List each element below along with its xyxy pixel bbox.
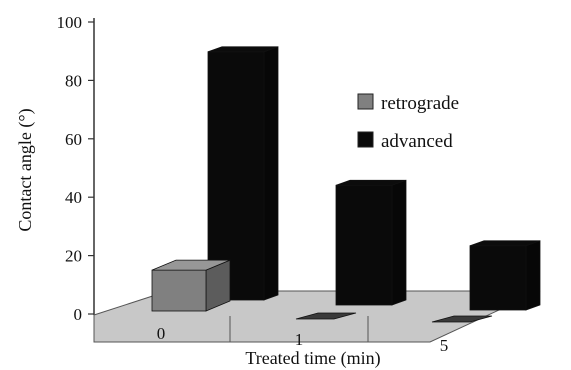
bar-advanced-0-top (207, 46, 279, 53)
legend-swatch-retrograde (357, 93, 374, 110)
y-axis-title: Contact angle (°) (15, 108, 36, 231)
legend-label-retrograde: retrograde (381, 93, 459, 114)
x-tick-group: 0 1 5 (157, 324, 449, 355)
legend: retrograde advanced (357, 93, 459, 152)
y-tick-label: 0 (74, 305, 83, 324)
x-tick-label: 5 (440, 336, 449, 355)
bar-retrograde-5-flat (431, 315, 493, 323)
bar-retrograde-0-front (151, 269, 207, 312)
bar-retrograde-5 (431, 315, 493, 323)
bar-advanced-5 (469, 240, 541, 311)
y-tick-label: 100 (57, 13, 83, 32)
bar-advanced-1-front (335, 184, 393, 306)
bar-advanced-5-top (469, 240, 541, 247)
y-tick-label: 20 (65, 247, 82, 266)
y-tick-label: 60 (65, 130, 82, 149)
bar-retrograde-0-top (151, 259, 231, 271)
bar-advanced-0 (207, 46, 279, 301)
y-tick-label: 80 (65, 71, 82, 90)
bar-advanced-1-side (391, 179, 407, 306)
legend-swatch-advanced (357, 131, 374, 148)
bar-advanced-1 (335, 179, 407, 306)
bar-advanced-0-front (207, 51, 265, 301)
bar-advanced-5-side (525, 240, 541, 311)
bar-retrograde-1-flat (295, 312, 357, 320)
y-tick-group: 0 20 40 60 80 100 (57, 13, 94, 324)
bar-advanced-0-side (263, 46, 279, 301)
bar-retrograde-0 (151, 259, 231, 312)
y-tick-label: 40 (65, 188, 82, 207)
bar-advanced-5-front (469, 245, 527, 311)
x-tick-label: 1 (295, 330, 304, 349)
x-tick-label: 0 (157, 324, 166, 343)
legend-label-advanced: advanced (381, 131, 453, 152)
x-axis-title: Treated time (min) (245, 348, 380, 369)
bar-group (151, 46, 541, 323)
bar-advanced-1-top (335, 179, 407, 186)
bar-retrograde-1 (295, 312, 357, 320)
